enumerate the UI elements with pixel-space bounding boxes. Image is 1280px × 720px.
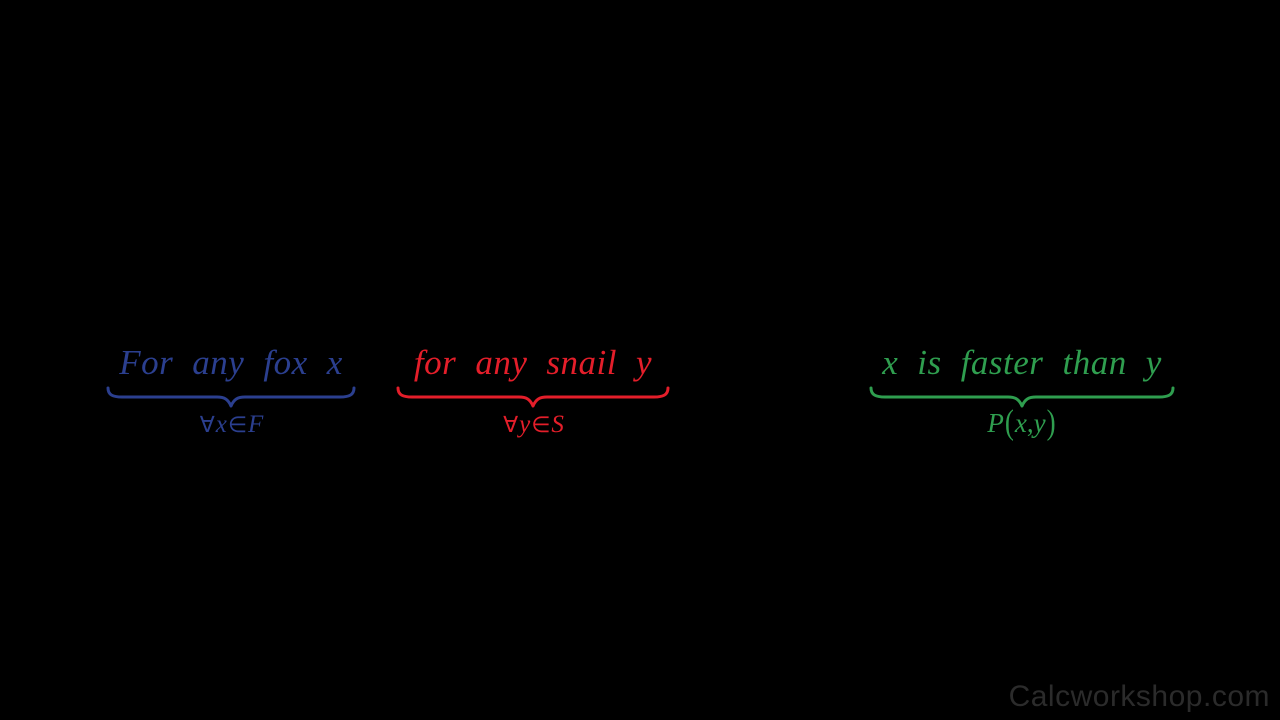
phrase-predicate: x is faster than y	[882, 343, 1162, 382]
statement-group-forall-snail: for any snail y ∀y∈S	[394, 342, 672, 439]
forall-icon: ∀	[199, 413, 215, 438]
variable-y: y	[519, 411, 531, 438]
underbrace-icon	[869, 386, 1175, 408]
set-S: S	[551, 411, 564, 438]
right-paren: )	[1046, 402, 1056, 442]
annotation-predicate-Pxy: P(x,y)	[987, 403, 1056, 441]
forall-icon: ∀	[503, 413, 519, 438]
underbrace-icon	[396, 386, 670, 408]
underbrace-icon	[106, 386, 356, 408]
annotation-forall-y-in-S: ∀y∈S	[502, 411, 564, 439]
argument-y: y	[1033, 408, 1046, 438]
left-paren: (	[1004, 402, 1014, 442]
phrase-forall-snail: for any snail y	[413, 343, 653, 382]
set-F: F	[248, 411, 264, 438]
predicate-P: P	[987, 408, 1004, 438]
variable-x: x	[215, 411, 227, 438]
argument-x: x	[1014, 408, 1027, 438]
phrase-forall-fox: For any fox x	[119, 343, 343, 382]
element-of-icon: ∈	[227, 413, 248, 438]
watermark: Calcworkshop.com	[1008, 680, 1270, 713]
statement-group-predicate: x is faster than y P(x,y)	[866, 342, 1178, 441]
element-of-icon: ∈	[531, 413, 551, 438]
statement-group-forall-fox: For any fox x ∀x∈F	[104, 342, 358, 439]
annotation-forall-x-in-F: ∀x∈F	[199, 411, 264, 439]
comma: ,	[1026, 408, 1034, 438]
